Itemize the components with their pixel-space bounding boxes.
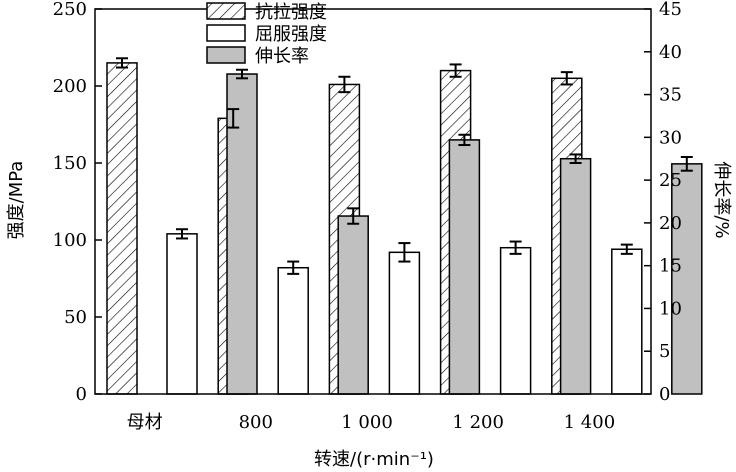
x-axis-title: 转速/(r·min⁻¹) [314,449,434,470]
bar-2-3 [388,251,421,395]
y-right-tick-label-5: 5 [659,341,670,362]
legend-swatch-2 [206,24,246,42]
error-bars-layer [116,57,693,275]
legend-swatch-3 [206,46,246,64]
y-right-tick-label-40: 40 [659,42,682,63]
legend-label-3: 伸长率 [255,46,309,67]
legend-label-1: 抗拉强度 [255,2,327,23]
bar-3-2 [337,215,369,395]
bar-2-2 [277,266,309,395]
y-right-tick-label-10: 10 [659,298,682,319]
y-right-tick-label-45: 45 [659,0,682,20]
y-left-tick-label-0: 0 [76,384,87,405]
bar-2-4 [499,246,532,395]
y-axis-left-title: 强度/MPa [6,161,27,240]
y-right-tick-label-30: 30 [659,127,682,148]
y-left-tick-label-150: 150 [53,153,87,174]
bar-3-5 [671,163,703,395]
bar-3-3 [448,139,481,395]
bars-layer [106,62,703,395]
y-right-tick-label-35: 35 [659,85,682,106]
y-left-tick-label-200: 200 [53,76,87,97]
bar-3-4 [559,157,592,395]
x-tick-label-4: 1 200 [452,412,504,433]
bar-1-1 [106,62,138,395]
bar-2-1 [166,233,198,395]
y-left-tick-label-50: 50 [64,307,87,328]
x-tick-label-2: 800 [239,412,273,433]
x-tick-label-3: 1 000 [341,412,393,433]
plot-frame [94,8,652,395]
y-left-tick-label-250: 250 [53,0,87,20]
y-right-tick-label-15: 15 [659,256,682,277]
y-right-tick-label-0: 0 [659,384,670,405]
bar-2-5 [611,248,643,395]
x-tick-label-1: 母材 [127,412,163,433]
y-right-tick-label-20: 20 [659,213,682,234]
y-right-tick-label-25: 25 [659,170,682,191]
y-axis-right-title: 伸长率/% [711,161,732,238]
legend-swatch-1 [206,2,246,20]
x-tick-label-5: 1 400 [564,412,616,433]
bar-3-1 [226,73,258,395]
axes-layer: 0 50 100 150 200 250 0 5 10 15 20 25 30 35 40 45 母材 800 1 … [53,0,682,433]
y-left-tick-label-100: 100 [53,230,87,251]
legend-label-2: 屈服强度 [255,24,327,45]
